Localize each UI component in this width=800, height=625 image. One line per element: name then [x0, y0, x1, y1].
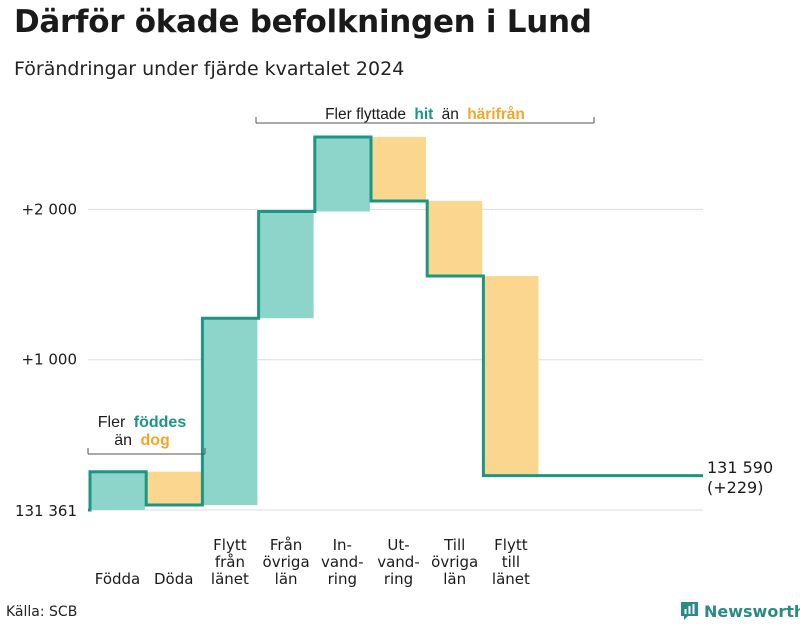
category-label-7-2: länet: [492, 570, 530, 588]
chart-title: Därför ökade befolkningen i Lund: [14, 4, 592, 40]
category-label-5-2: ring: [384, 570, 413, 588]
bar-0: [90, 471, 145, 510]
migration-word-harifran: härifrån: [467, 106, 525, 123]
category-label-6-2: län: [443, 570, 466, 588]
bar-5: [371, 136, 426, 201]
brand-logo: Newsworthy: [680, 601, 800, 621]
bar-4: [314, 136, 370, 212]
category-label-3-1: övriga: [263, 553, 310, 571]
y-axis-ticks: +1 000 +2 000 131 361: [15, 200, 77, 520]
svg-text:än dog: än dog: [114, 432, 170, 449]
category-label-4-1: vand-: [321, 553, 364, 571]
end-value-label: 131 590: [707, 458, 773, 477]
bar-1: [146, 471, 202, 506]
category-label-6-1: övriga: [431, 553, 478, 571]
category-label-6-0: Till: [443, 536, 465, 554]
category-label-2-2: länet: [211, 570, 249, 588]
category-label-7-0: Flytt: [494, 536, 528, 554]
category-label-2-1: från: [215, 553, 245, 571]
brand-name: Newsworthy: [704, 601, 800, 621]
gridlines: [88, 208, 703, 511]
category-label-3-0: Från: [270, 536, 302, 554]
category-label-5-1: vand-: [377, 553, 420, 571]
bar-6: [427, 200, 483, 276]
category-label-3-2: län: [275, 570, 298, 588]
category-labels: Födda DödaFlyttfrånlänetFrånövrigalänIn-v…: [95, 536, 530, 588]
births-middle: än: [114, 432, 132, 449]
bar-2: [202, 318, 258, 506]
category-label-0-0: Födda: [95, 570, 141, 588]
category-label-4-2: ring: [328, 570, 357, 588]
category-label-7-1: till: [502, 553, 520, 571]
chart-logo-icon: [681, 602, 698, 620]
y-tick-label-0: +1 000: [21, 351, 77, 369]
migration-bracket: [255, 117, 595, 124]
births-prefix: Fler: [98, 414, 126, 431]
category-label-2-0: Flytt: [213, 536, 247, 554]
y-tick-label-1: +2 000: [21, 200, 77, 218]
svg-text:Fler flyttade hit: Fler flyttade hit än härifrån: [325, 106, 525, 123]
migration-prefix: Fler flyttade: [325, 106, 406, 123]
category-label-4-0: In-: [333, 536, 352, 554]
chart-subtitle: Förändringar under fjärde kvartalet 2024: [14, 58, 405, 80]
y-baseline-label: 131 361: [15, 502, 77, 520]
births-word-foddes: föddes: [134, 414, 187, 431]
category-label-1-0: Döda: [154, 570, 193, 588]
bar-7: [483, 275, 539, 476]
bars: [90, 136, 539, 510]
svg-text:Fler föddes: Fler föddes: [98, 414, 187, 431]
births-word-dog: dog: [140, 432, 169, 449]
migration-annotation: Fler flyttade hit än härifrån: [255, 106, 595, 124]
births-bracket: [87, 448, 206, 455]
cumulative-line: [88, 135, 703, 512]
migration-middle: än: [442, 106, 459, 123]
source-label: Källa: SCB: [6, 604, 78, 620]
migration-word-hit: hit: [414, 106, 433, 123]
births-annotation: Fler föddes än dog: [87, 414, 206, 455]
bar-3: [258, 211, 314, 319]
end-change-label: (+229): [707, 478, 763, 497]
cumulative-path: [88, 135, 703, 512]
category-label-5-0: Ut-: [387, 536, 409, 554]
